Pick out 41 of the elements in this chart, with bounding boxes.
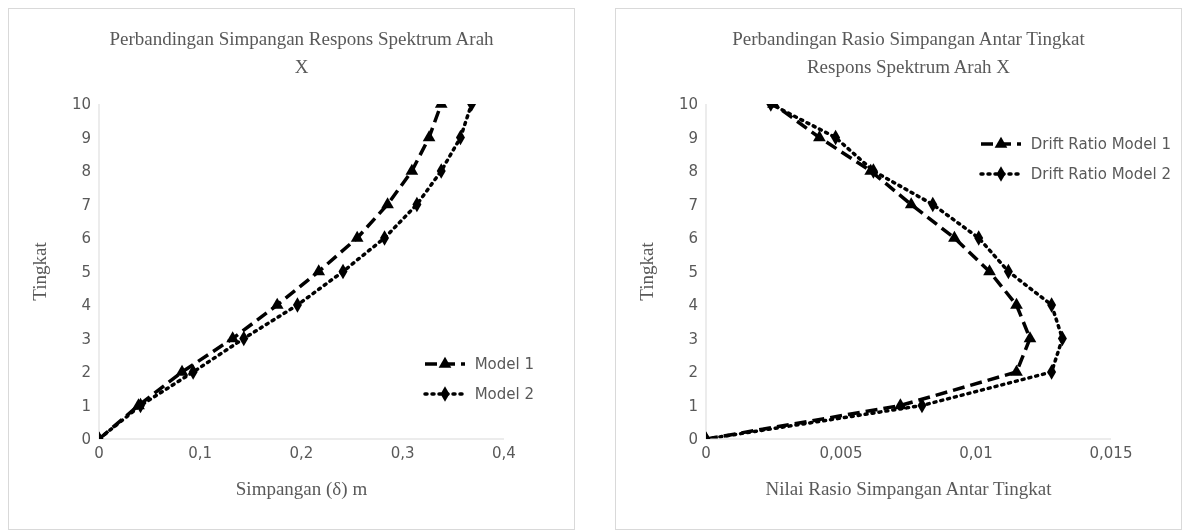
x-axis-title: Nilai Rasio Simpangan Antar Tingkat [765, 478, 1053, 499]
y-tick-label: 7 [688, 195, 698, 214]
y-tick-label: 9 [688, 128, 698, 147]
x-tick-label: 0,3 [390, 443, 415, 462]
y-tick-label: 1 [688, 396, 698, 415]
x-tick-label: 0,005 [819, 443, 863, 462]
x-tick-label: 0,1 [188, 443, 213, 462]
x-tick-label: 0,015 [1089, 443, 1133, 462]
legend-label: Drift Ratio Model 1 [1030, 135, 1171, 153]
chart-title: Perbandingan Rasio Simpangan Antar Tingkat Respons Spektrum Arah X [731, 27, 1086, 79]
y-tick-label: 10 [678, 95, 698, 114]
y-tick-label: 6 [688, 229, 698, 248]
y-tick-label: 4 [81, 296, 91, 315]
y-tick-label: 9 [81, 128, 91, 147]
y-tick-label: 3 [688, 329, 698, 348]
y-tick-label: 4 [688, 296, 698, 315]
y-tick-label: 1 [81, 396, 91, 415]
y-tick-label: 5 [688, 262, 698, 281]
x-tick-label: 0,2 [289, 443, 314, 462]
y-tick-label: 6 [81, 229, 91, 248]
y-axis-title: Tingkat [28, 241, 50, 301]
chart-title: Perbandingan Simpangan Respons Spektrum Arah X [108, 27, 495, 79]
legend-label: Model 1 [474, 355, 534, 373]
y-tick-label: 7 [81, 195, 91, 214]
legend-label: Model 2 [474, 385, 534, 403]
x-tick-label: 0 [94, 443, 104, 462]
y-tick-label: 2 [81, 363, 91, 382]
y-tick-label: 10 [71, 95, 91, 114]
y-tick-label: 8 [81, 162, 91, 181]
y-tick-label: 3 [81, 329, 91, 348]
x-tick-label: 0,4 [492, 443, 516, 462]
x-tick-label: 0 [701, 443, 711, 462]
y-tick-label: 2 [688, 363, 698, 382]
y-tick-label: 0 [688, 430, 698, 449]
x-axis-title: Simpangan (δ) m [235, 478, 368, 500]
x-tick-label: 0,01 [959, 443, 993, 462]
legend-label: Drift Ratio Model 2 [1030, 165, 1171, 183]
y-axis-title: Tingkat [635, 241, 657, 301]
y-tick-label: 5 [81, 262, 91, 281]
y-tick-label: 8 [688, 162, 698, 181]
y-tick-label: 0 [81, 430, 91, 449]
